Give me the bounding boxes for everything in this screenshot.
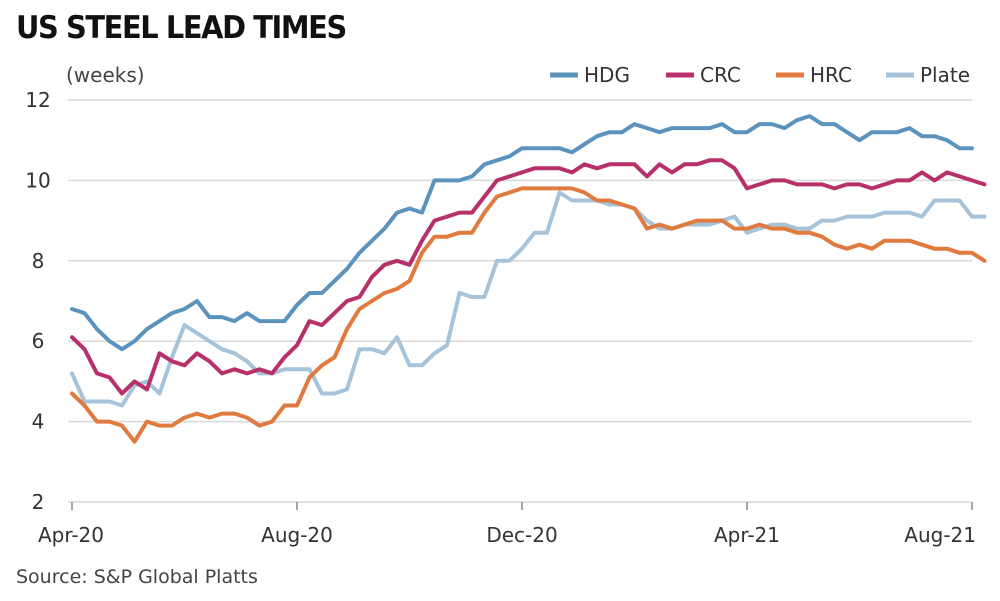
series-lines <box>70 114 987 444</box>
x-tick-label: Aug-20 <box>261 523 333 547</box>
y-tick-label: 4 <box>32 410 45 434</box>
legend: HDG CRC HRC Plate <box>550 63 970 87</box>
y-axis: 2 4 6 8 10 12 <box>25 88 50 514</box>
x-tick-label: Dec-20 <box>486 523 557 547</box>
chart-title: US STEEL LEAD TIMES <box>16 10 347 46</box>
x-tick-label: Apr-20 <box>38 523 104 547</box>
legend-label-plate: Plate <box>920 63 970 87</box>
x-axis: Apr-20 Aug-20 Dec-20 Apr-21 Aug-21 <box>38 502 976 547</box>
series-line-hdg <box>70 114 974 352</box>
y-axis-unit-label: (weeks) <box>66 63 145 87</box>
y-tick-label: 2 <box>32 490 45 514</box>
series-line-hrc <box>70 186 987 444</box>
legend-label-hrc: HRC <box>810 63 852 87</box>
x-tick-label: Aug-21 <box>904 523 976 547</box>
legend-label-hdg: HDG <box>584 63 630 87</box>
source-note: Source: S&P Global Platts <box>16 566 258 588</box>
series-line-plate <box>70 190 987 408</box>
x-tick-label: Apr-21 <box>714 523 780 547</box>
gridlines <box>68 99 972 503</box>
y-tick-label: 12 <box>25 88 50 112</box>
y-tick-label: 6 <box>32 329 45 353</box>
y-tick-label: 10 <box>25 168 50 192</box>
series-line-crc <box>70 158 987 396</box>
y-tick-label: 8 <box>32 249 45 273</box>
legend-label-crc: CRC <box>700 63 741 87</box>
